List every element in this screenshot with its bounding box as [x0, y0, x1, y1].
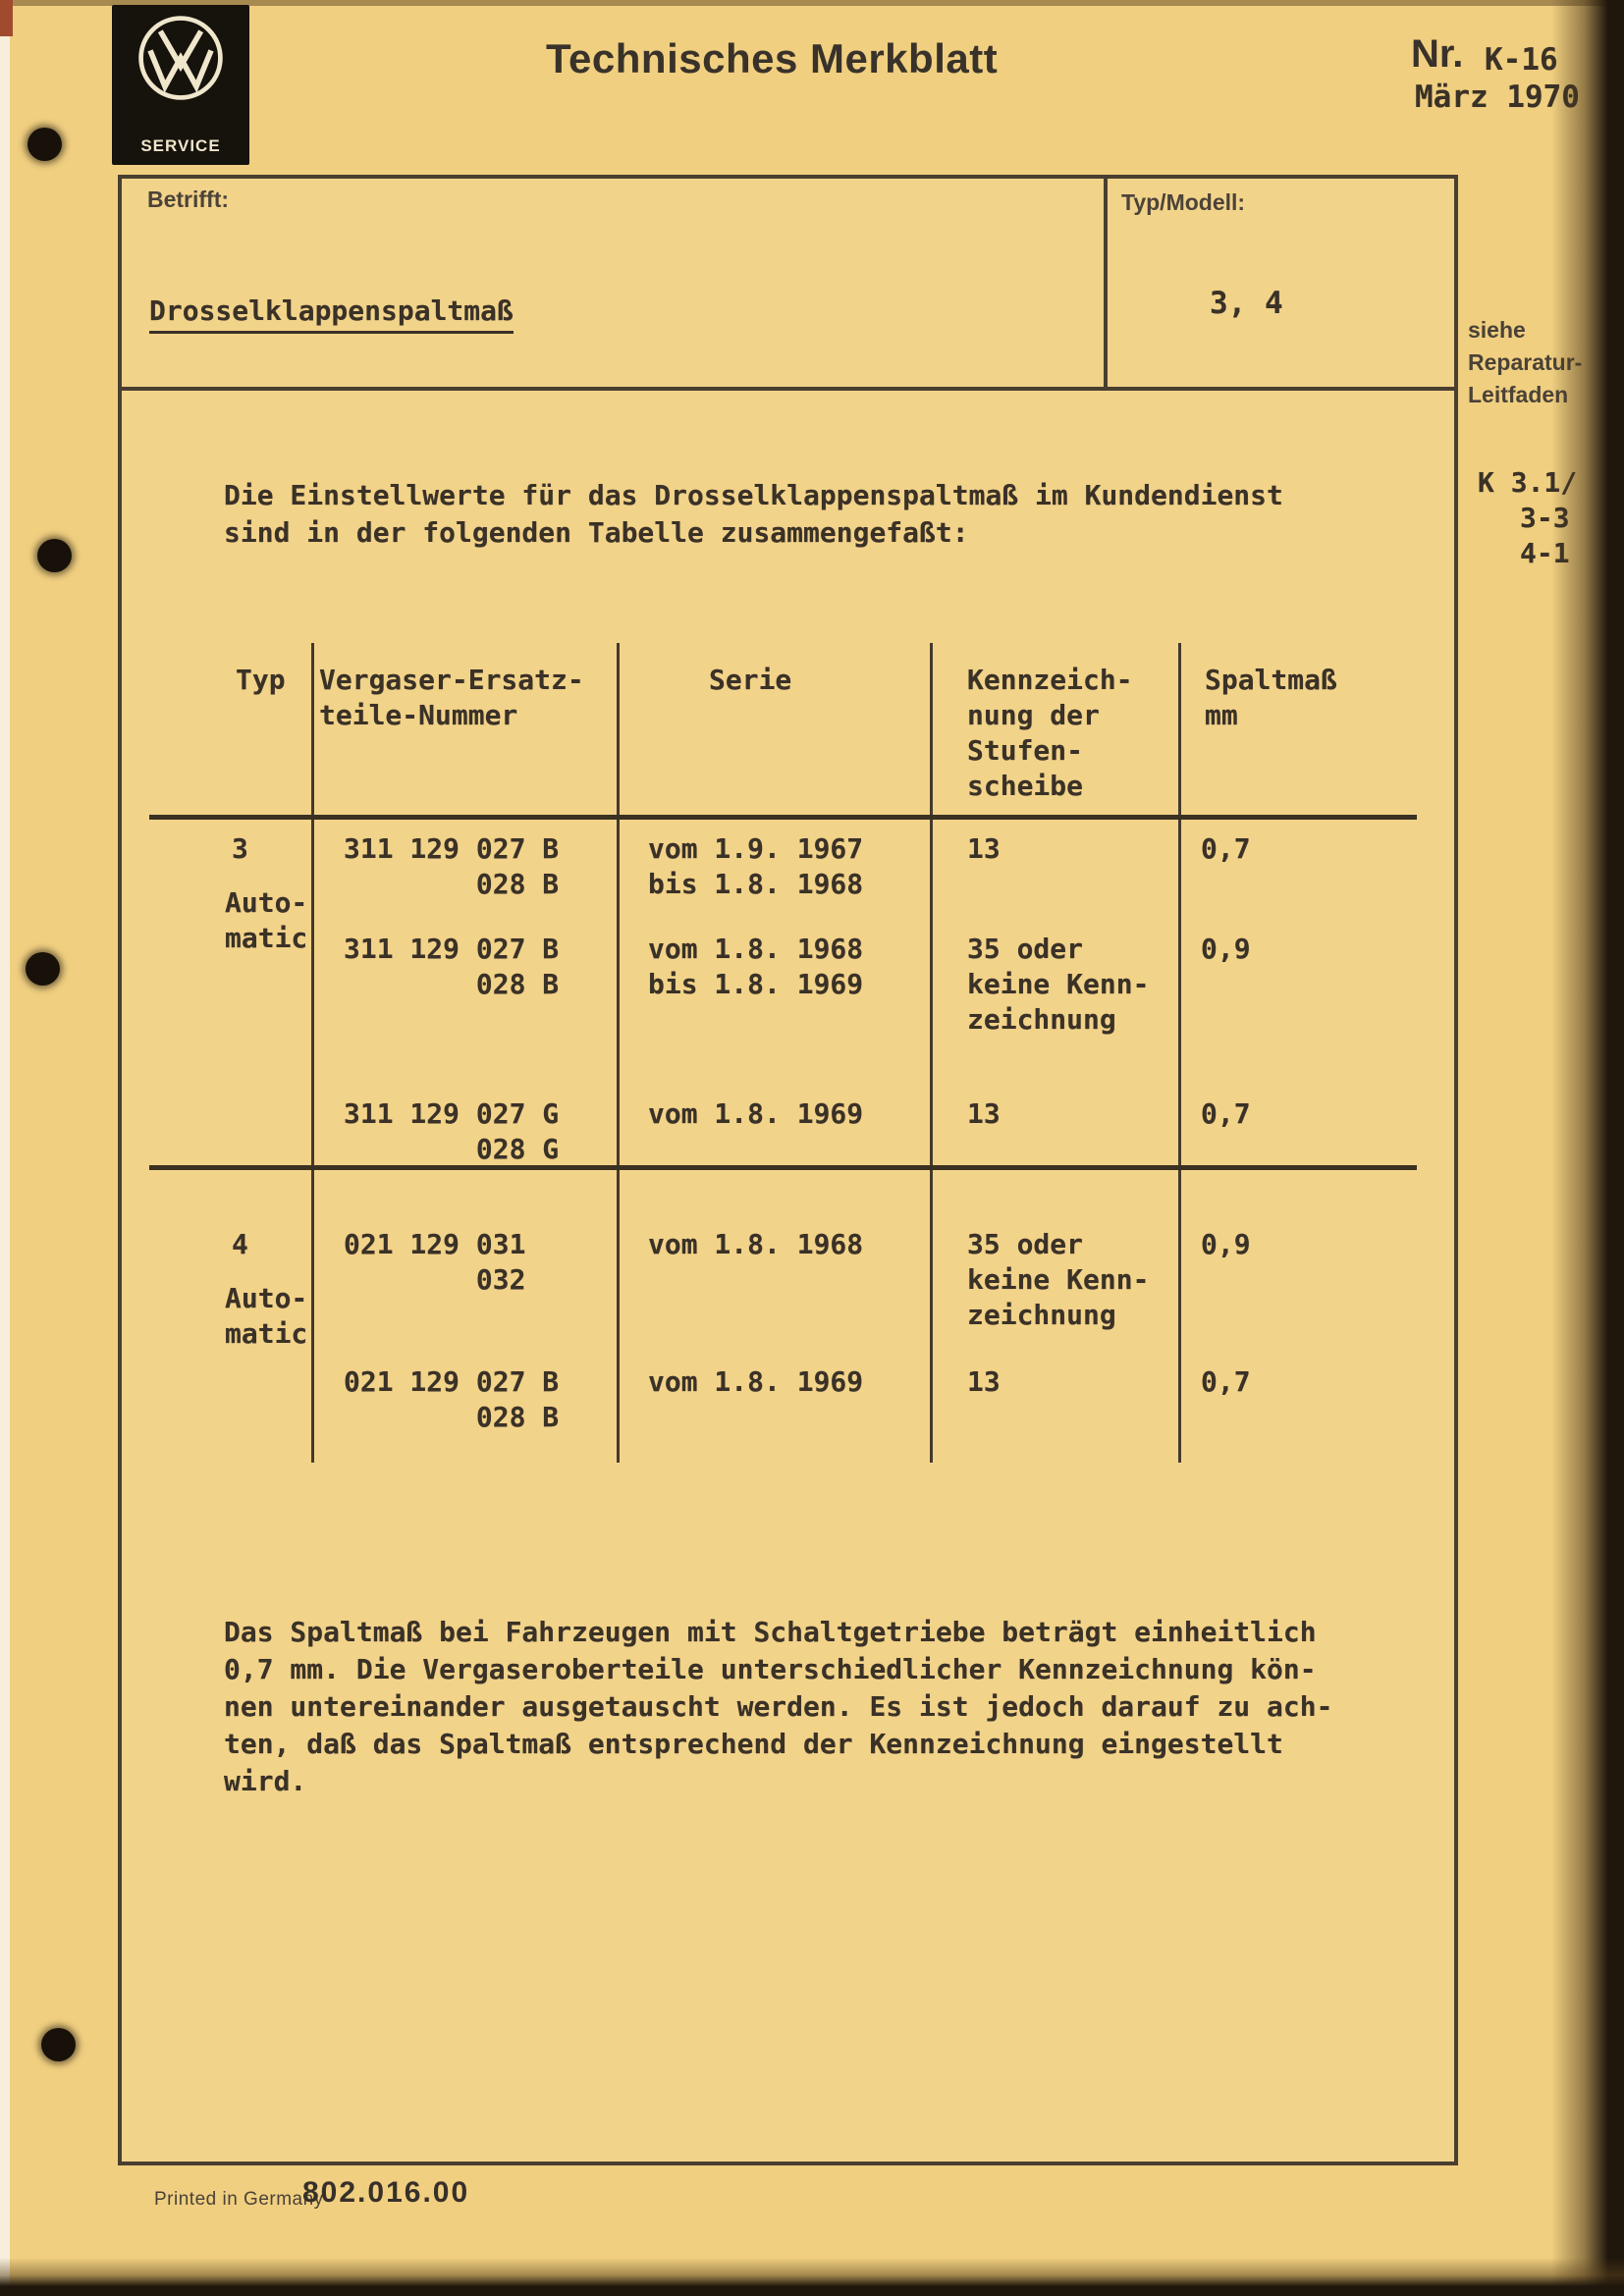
table-cell-serie: bis 1.8. 1968 [648, 868, 864, 900]
table-cell-serie: vom 1.9. 1967 [648, 832, 864, 865]
table-column-line [930, 643, 933, 1463]
table-cell-nummer: 311 129 027 B [344, 832, 560, 865]
table-cell-typ: Auto- [225, 886, 308, 919]
table-column-line [311, 643, 314, 1463]
service-label: SERVICE [140, 136, 221, 155]
table-header-spaltmass: Spaltmaß [1205, 664, 1337, 696]
table-cell-nummer: 028 B [475, 868, 560, 900]
header-box-divider-v [1104, 175, 1108, 391]
table-cell-serie: bis 1.8. 1969 [648, 968, 864, 1000]
table-header-spaltmass: mm [1205, 699, 1238, 731]
printed-in-germany: Printed in Germany [154, 2189, 324, 2210]
table-cell-typ: 3 [232, 832, 248, 865]
header-box-divider-h [118, 387, 1458, 391]
table-cell-nummer: 028 G [475, 1133, 560, 1165]
table-cell-kennzeichnung: keine Kenn- [967, 1263, 1150, 1296]
punch-hole [27, 128, 62, 161]
table-cell-spaltmass: 0,7 [1201, 832, 1251, 865]
table-cell-spaltmass: 0,7 [1201, 1365, 1251, 1398]
table-header-serie: Serie [709, 664, 792, 696]
intro-line: Die Einstellwerte für das Drosselklappen… [224, 479, 1283, 511]
content-frame [118, 175, 1458, 2165]
table-header-nummer: Vergaser-Ersatz- [319, 664, 584, 696]
body-line: Das Spaltmaß bei Fahrzeugen mit Schaltge… [224, 1616, 1317, 1648]
table-cell-kennzeichnung: keine Kenn- [967, 968, 1150, 1000]
table-cell-kennzeichnung: 35 oder [967, 1228, 1084, 1260]
punch-hole [41, 2028, 76, 2061]
table-cell-typ: matic [225, 922, 308, 954]
table-cell-nummer: 032 [475, 1263, 526, 1296]
table-cell-kennzeichnung: zeichnung [967, 1299, 1116, 1331]
table-header-kennzeichnung: Stufen- [967, 734, 1084, 767]
body-line: nen untereinander ausgetauscht werden. E… [224, 1690, 1333, 1723]
table-cell-nummer: 311 129 027 B [344, 933, 560, 965]
table-cell-serie: vom 1.8. 1969 [648, 1097, 864, 1130]
vw-roundel-icon [138, 16, 223, 100]
table-cell-typ: matic [225, 1317, 308, 1350]
table-cell-serie: vom 1.8. 1969 [648, 1365, 864, 1398]
table-cell-serie: vom 1.8. 1968 [648, 1228, 864, 1260]
table-cell-typ: 4 [232, 1228, 248, 1260]
body-line: 0,7 mm. Die Vergaseroberteile unterschie… [224, 1653, 1317, 1685]
table-header-nummer: teile-Nummer [319, 699, 518, 731]
scan-edge-top [0, 0, 1624, 6]
table-cell-spaltmass: 0,9 [1201, 1228, 1251, 1260]
corner-mark [0, 0, 13, 36]
table-cell-nummer: 028 B [475, 1401, 560, 1433]
table-cell-nummer: 021 129 031 [344, 1228, 526, 1260]
punch-hole [37, 539, 72, 572]
table-header-kennzeichnung: scheibe [967, 770, 1084, 802]
form-number: 802.016.00 [302, 2176, 470, 2209]
issue-number-label: Nr. [1411, 32, 1464, 76]
table-header-rule [149, 815, 1417, 820]
table-cell-nummer: 021 129 027 B [344, 1365, 560, 1398]
table-cell-kennzeichnung: 13 [967, 1365, 1001, 1398]
scan-edge-left [0, 0, 10, 2296]
model-value: 3, 4 [1210, 286, 1283, 321]
table-cell-kennzeichnung: 13 [967, 1097, 1001, 1130]
table-cell-spaltmass: 0,7 [1201, 1097, 1251, 1130]
table-cell-typ: Auto- [225, 1282, 308, 1314]
see-note-line: siehe [1468, 317, 1526, 343]
model-label: Typ/Modell: [1121, 189, 1246, 215]
issue-number: K-16 [1485, 42, 1558, 78]
punch-hole [26, 952, 60, 986]
table-section-rule [149, 1165, 1417, 1170]
table-cell-kennzeichnung: 13 [967, 832, 1001, 865]
table-column-line [617, 643, 620, 1463]
table-column-line [1178, 643, 1181, 1463]
vw-service-logo: SERVICE [112, 5, 249, 165]
scan-edge-right [1551, 0, 1624, 2296]
body-line: ten, daß das Spaltmaß entsprechend der K… [224, 1728, 1283, 1760]
scan-edge-bottom [0, 2258, 1624, 2296]
table-cell-nummer: 028 B [475, 968, 560, 1000]
intro-line: sind in der folgenden Tabelle zusammenge… [224, 516, 969, 549]
table-cell-serie: vom 1.8. 1968 [648, 933, 864, 965]
table-cell-kennzeichnung: 35 oder [967, 933, 1084, 965]
table-cell-spaltmass: 0,9 [1201, 933, 1251, 965]
subject-value: Drosselklappenspaltmaß [149, 296, 514, 334]
page-title: Technisches Merkblatt [546, 35, 999, 81]
body-line: wird. [224, 1765, 307, 1797]
table-cell-kennzeichnung: zeichnung [967, 1003, 1116, 1036]
table-cell-nummer: 311 129 027 G [344, 1097, 560, 1130]
table-header-kennzeichnung: Kennzeich- [967, 664, 1133, 696]
subject-label: Betrifft: [147, 187, 230, 212]
table-header-kennzeichnung: nung der [967, 699, 1100, 731]
table-header-typ: Typ [236, 664, 286, 696]
